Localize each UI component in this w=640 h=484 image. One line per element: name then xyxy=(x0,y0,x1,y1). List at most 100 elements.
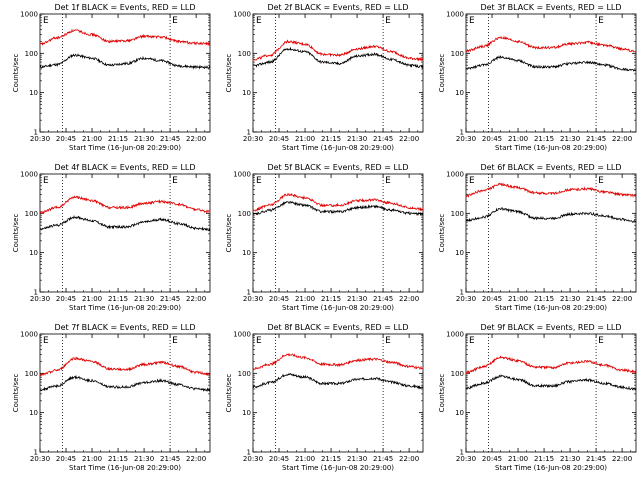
x-tick-label: 20:45 xyxy=(56,295,76,303)
y-tick-label: 100 xyxy=(451,370,464,378)
plot-frame xyxy=(252,333,424,453)
x-tick-label: 21:30 xyxy=(347,135,367,143)
x-tick-label: 22:00 xyxy=(399,295,419,303)
y-tick-label: 100 xyxy=(238,50,251,58)
x-tick-label: 21:45 xyxy=(586,455,606,463)
y-tick-label: 10 xyxy=(242,409,251,417)
x-tick-label: 22:00 xyxy=(612,455,632,463)
y-tick-label: 100 xyxy=(238,370,251,378)
x-tick-label: 21:45 xyxy=(160,295,180,303)
y-axis-label: Counts/sec xyxy=(438,214,446,253)
x-tick-label: 22:00 xyxy=(186,135,206,143)
x-tick-label: 21:00 xyxy=(295,135,315,143)
detector-panel: Det 6f BLACK = Events, RED = LLD 1 10 100 10… xyxy=(438,163,637,312)
event-marker-label: E xyxy=(598,176,604,186)
x-tick-label: 21:15 xyxy=(321,135,341,143)
x-axis-label: Start Time (16-Jun-08 20:29:00) xyxy=(495,144,607,152)
event-marker-label: E xyxy=(469,176,475,186)
plot-frame xyxy=(465,333,637,453)
x-tick-label: 21:30 xyxy=(347,455,367,463)
detector-panel: Det 1f BLACK = Events, RED = LLD 1 10 100 10… xyxy=(12,3,211,152)
events-series-line xyxy=(465,55,636,72)
x-axis-label: Start Time (16-Jun-08 20:29:00) xyxy=(282,144,394,152)
x-tick-label: 21:45 xyxy=(373,455,393,463)
y-tick-label: 100 xyxy=(25,50,38,58)
y-tick-label: 10 xyxy=(29,89,38,97)
x-tick-label: 20:45 xyxy=(482,455,502,463)
y-tick-label: 1000 xyxy=(20,171,38,179)
lld-series-line xyxy=(252,352,424,371)
x-tick-label: 22:00 xyxy=(399,135,419,143)
y-tick-label: 10 xyxy=(242,89,251,97)
lld-series-line xyxy=(252,192,424,212)
y-axis-label: Counts/sec xyxy=(12,214,20,253)
y-tick-label: 10 xyxy=(455,249,464,257)
x-axis-label: Start Time (16-Jun-08 20:29:00) xyxy=(495,464,607,472)
x-tick-label: 21:15 xyxy=(534,135,554,143)
y-tick-label: 1000 xyxy=(446,11,464,19)
detector-panel: Det 5f BLACK = Events, RED = LLD 1 10 100 10… xyxy=(225,163,424,312)
lld-series-line xyxy=(39,28,211,47)
x-tick-label: 21:15 xyxy=(108,295,128,303)
plot-frame xyxy=(252,13,424,133)
x-tick-label: 21:45 xyxy=(586,135,606,143)
x-tick-label: 22:00 xyxy=(612,135,632,143)
y-tick-label: 1 xyxy=(460,289,464,297)
events-series-line xyxy=(39,374,211,393)
plot-frame xyxy=(252,173,424,293)
x-tick-label: 20:30 xyxy=(243,455,263,463)
x-tick-label: 21:15 xyxy=(534,455,554,463)
event-marker-label: E xyxy=(469,336,475,346)
event-marker-label: E xyxy=(598,16,604,26)
events-series-line xyxy=(465,374,637,391)
detector-panel: Det 3f BLACK = Events, RED = LLD 1 10 100 10… xyxy=(438,3,637,152)
lld-series-line xyxy=(39,356,211,377)
x-tick-label: 21:00 xyxy=(82,295,102,303)
y-tick-label: 10 xyxy=(455,89,464,97)
events-series-line xyxy=(252,46,424,69)
x-tick-label: 20:30 xyxy=(30,295,50,303)
x-tick-label: 21:15 xyxy=(321,295,341,303)
panel-title: Det 6f BLACK = Events, RED = LLD xyxy=(480,163,621,172)
panel-title: Det 2f BLACK = Events, RED = LLD xyxy=(267,3,408,12)
x-tick-label: 21:00 xyxy=(82,135,102,143)
y-tick-label: 1000 xyxy=(20,11,38,19)
event-marker-label: E xyxy=(385,176,391,186)
event-marker-label: E xyxy=(43,176,49,186)
detector-panel: Det 7f BLACK = Events, RED = LLD 1 10 100 10… xyxy=(12,323,211,472)
x-tick-label: 21:45 xyxy=(373,135,393,143)
x-tick-label: 21:45 xyxy=(373,295,393,303)
x-tick-label: 20:45 xyxy=(56,455,76,463)
x-tick-label: 20:30 xyxy=(30,455,50,463)
plot-frame xyxy=(39,173,211,293)
x-tick-label: 21:00 xyxy=(508,135,528,143)
event-marker-label: E xyxy=(385,336,391,346)
detector-panel: Det 9f BLACK = Events, RED = LLD 1 10 100 10… xyxy=(438,323,637,472)
x-tick-label: 21:00 xyxy=(508,455,528,463)
x-tick-label: 22:00 xyxy=(399,455,419,463)
y-tick-label: 1000 xyxy=(233,171,251,179)
x-tick-label: 21:45 xyxy=(160,135,180,143)
x-tick-label: 21:45 xyxy=(586,295,606,303)
events-series-line xyxy=(253,372,424,390)
lld-series-line xyxy=(39,195,211,214)
x-tick-label: 21:00 xyxy=(508,295,528,303)
x-tick-label: 21:15 xyxy=(108,135,128,143)
x-tick-label: 21:15 xyxy=(108,455,128,463)
panel-title: Det 9f BLACK = Events, RED = LLD xyxy=(480,323,621,332)
event-marker-label: E xyxy=(256,176,262,186)
y-tick-label: 1 xyxy=(247,129,251,137)
lld-series-line xyxy=(252,39,424,62)
event-marker-label: E xyxy=(172,176,178,186)
y-axis-label: Counts/sec xyxy=(438,54,446,93)
x-axis-label: Start Time (16-Jun-08 20:29:00) xyxy=(69,464,181,472)
y-tick-label: 1000 xyxy=(20,331,38,339)
x-tick-label: 20:45 xyxy=(269,135,289,143)
panel-title: Det 4f BLACK = Events, RED = LLD xyxy=(54,163,195,172)
y-axis-label: Counts/sec xyxy=(438,374,446,413)
detector-panel: Det 4f BLACK = Events, RED = LLD 1 10 100 10… xyxy=(12,163,211,312)
y-tick-label: 1 xyxy=(34,129,38,137)
y-tick-label: 100 xyxy=(25,370,38,378)
x-tick-label: 21:30 xyxy=(134,295,154,303)
